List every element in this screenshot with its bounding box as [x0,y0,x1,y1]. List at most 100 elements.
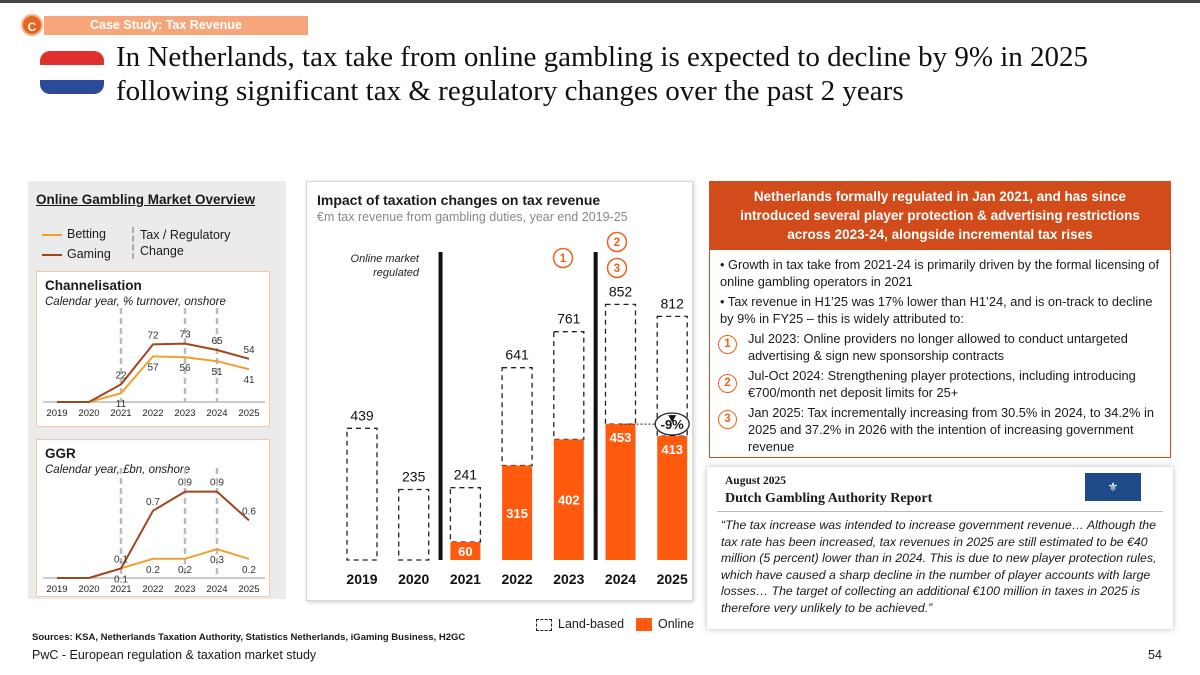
marker-label-2: 2 [614,237,620,249]
legend-change: Tax / Regulatory Change [132,227,244,259]
market-overview-title: Online Gambling Market Overview [36,192,256,207]
data-label-betting-2022: 57 [147,362,159,373]
bar-land-based-2019 [346,427,378,561]
total-label-2020: 235 [402,469,426,485]
tax-chart-subtitle: €m tax revenue from gambling duties, yea… [317,210,628,224]
regulation-box: Netherlands formally regulated in Jan 20… [709,181,1171,458]
data-label-betting-2023: 0.2 [178,565,192,576]
section-badge: C [21,14,43,36]
total-label-2025: 812 [661,295,685,311]
total-label-2019: 439 [350,407,374,423]
data-label-betting-2024: 51 [211,367,223,378]
report-divider [717,511,1163,512]
tax-revenue-chart: Online marketregulated439201923520206024… [346,231,690,587]
bar-land-based-2025 [656,315,688,437]
total-label-2021: 241 [454,467,478,483]
change-item-3: Jan 2025: Tax incrementally increasing f… [748,405,1154,454]
legend-online: Online [636,617,694,632]
footer-brand: PwC - European regulation & taxation mar… [32,648,317,662]
ggr-chart: 0.1 0.2 0.2 0.3 0.2 0.1 0.7 0.9 0.9 0.6 2019 2020 20… [43,468,265,595]
page-number: 54 [1148,648,1162,662]
total-label-2023: 761 [557,311,581,327]
online-value-2025: 413 [661,442,683,457]
online-value-2021: 60 [458,544,472,559]
x-tick-2023: 2023 [553,571,584,587]
ggr-subtitle: Calendar year, £bn, onshore [45,464,191,476]
data-label-betting-2025: 0.2 [242,565,256,576]
sources: Sources: KSA, Netherlands Taxation Autho… [32,632,466,643]
x-tick-2024: 2024 [206,408,227,419]
data-label-gaming-2022: 72 [147,330,159,341]
data-label-betting-2021: 11 [116,399,127,410]
total-label-2022: 641 [505,347,529,363]
bar-online-2022 [502,465,533,560]
data-label-gaming-2024: 65 [211,336,223,347]
legend-betting: Betting [42,227,106,241]
series-line-gaming [57,342,250,403]
data-label-betting-2025: 41 [243,375,255,386]
page-title: In Netherlands, tax take from online gam… [116,41,1089,107]
x-tick-2024: 2024 [605,571,636,587]
x-tick-2025: 2025 [238,408,259,419]
data-label-gaming-2025: 54 [243,345,255,356]
channelisation-subtitle: Calendar year, % turnover, onshore [45,296,226,308]
marker-3-icon: 3 [718,410,737,429]
x-tick-2025: 2025 [657,571,688,587]
ggr-card: GGR Calendar year, £bn, onshore 0.1 0.2 0.… [36,439,270,597]
bullet-growth: • Growth in tax take from 2021-24 is pri… [720,257,1160,289]
x-tick-2020: 2020 [78,408,99,419]
legend-land-based: Land-based [536,617,624,631]
x-tick-2022: 2022 [142,584,163,595]
online-value-2023: 402 [558,493,580,508]
report-quote: “The tax increase was intended to increa… [721,518,1157,615]
change-arrow [668,415,677,423]
channelisation-card: Channelisation Calendar year, % turnover… [36,271,270,427]
total-label-2024: 852 [609,283,633,299]
tax-chart-title: Impact of taxation changes on tax revenu… [317,192,601,208]
data-label-gaming-2023: 73 [179,330,191,341]
x-tick-2021: 2021 [450,571,481,587]
data-label-betting-2023: 56 [179,363,191,374]
data-label-gaming-2021: 22 [115,370,127,381]
marker-circle-1 [552,247,574,269]
marker-circle-3 [606,257,628,279]
bullet-decline: • Tax revenue in H1’25 was 17% lower tha… [720,294,1153,326]
x-tick-2020: 2020 [398,571,429,587]
x-tick-2021: 2021 [110,408,131,419]
x-tick-2023: 2023 [174,408,195,419]
market-overview-panel: Online Gambling Market Overview Betting … [28,181,286,599]
channelisation-chart: 11 57 56 51 41 22 72 73 65 54 2019 2020 2021 2022 2023… [43,308,265,419]
bar-land-based-2022 [501,367,533,467]
x-tick-2020: 2020 [78,584,99,595]
marker-circle-2 [606,231,628,253]
change-bubble [654,412,690,436]
x-tick-2025: 2025 [238,584,259,595]
government-logo-icon: ⚜ [1085,473,1141,501]
x-tick-2019: 2019 [46,584,67,595]
data-label-betting-2021: 0.1 [114,574,128,585]
regulated-annotation-line2: regulated [373,267,420,279]
netherlands-flag-icon [40,51,104,94]
x-tick-2022: 2022 [142,408,163,419]
marker-2-icon: 2 [718,374,737,393]
bar-land-based-2020 [398,488,430,561]
x-tick-2019: 2019 [346,571,377,587]
ggr-title: GGR [45,446,76,461]
x-tick-2022: 2022 [502,571,533,587]
online-value-2024: 453 [610,430,632,445]
bar-online-2023 [553,439,584,560]
online-swatch-icon [636,618,652,632]
bar-land-based-2024 [604,303,637,425]
gaming-line-icon [42,253,62,256]
regulation-header: Netherlands formally regulated in Jan 20… [710,182,1170,250]
data-label-gaming-2022: 0.7 [146,497,160,508]
channelisation-title: Channelisation [45,278,142,293]
change-item-2: Jul-Oct 2024: Strengthening player prote… [748,368,1136,400]
x-tick-2023: 2023 [174,584,195,595]
regulated-annotation-line1: Online market [351,253,420,265]
marker-label-3: 3 [614,263,620,275]
x-tick-2021: 2021 [110,584,131,595]
bar-land-based-2021 [449,487,482,543]
bar-land-based-2023 [553,331,585,441]
online-value-2022: 315 [506,506,528,521]
